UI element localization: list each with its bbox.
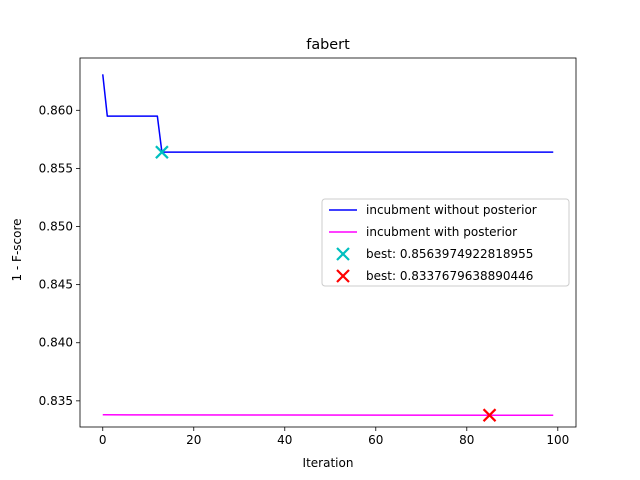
y-tick-label: 0.850 <box>39 220 73 234</box>
y-tick-label: 0.855 <box>39 161 73 175</box>
legend-label-1: incubment without posterior <box>366 203 537 217</box>
legend-marker-4 <box>336 269 350 283</box>
y-axis-label: 1 - F-score <box>10 218 24 281</box>
legend-box <box>321 198 570 287</box>
legend-label-4: best: 0.8337679638890446 <box>366 269 533 283</box>
legend-label-3: best: 0.8563974922818955 <box>366 247 533 261</box>
x-tick-label: 20 <box>186 433 201 447</box>
best-marker-2 <box>482 408 497 422</box>
y-tick-label: 0.840 <box>39 336 73 350</box>
best-marker-1 <box>155 145 169 159</box>
chart-title: fabert <box>306 37 350 53</box>
y-tick-label: 0.845 <box>39 278 73 292</box>
x-tick-label: 0 <box>99 433 107 447</box>
x-tick-label: 80 <box>459 433 474 447</box>
plot-area: 0 20 40 60 80 100 0.835 0.840 0.845 0.850 0.855 0.8… <box>39 57 577 447</box>
x-tick-label: 100 <box>546 433 569 447</box>
x-axis-label: Iteration <box>303 456 354 470</box>
x-tick-label: 60 <box>368 433 383 447</box>
x-tick-label: 40 <box>277 433 292 447</box>
legend-label-2: incubment with posterior <box>366 225 517 239</box>
y-tick-label: 0.860 <box>39 103 73 117</box>
y-tick-label: 0.835 <box>39 394 73 408</box>
series-line-1 <box>102 74 554 153</box>
legend-marker-3 <box>336 247 350 261</box>
axes-frame <box>79 57 577 428</box>
